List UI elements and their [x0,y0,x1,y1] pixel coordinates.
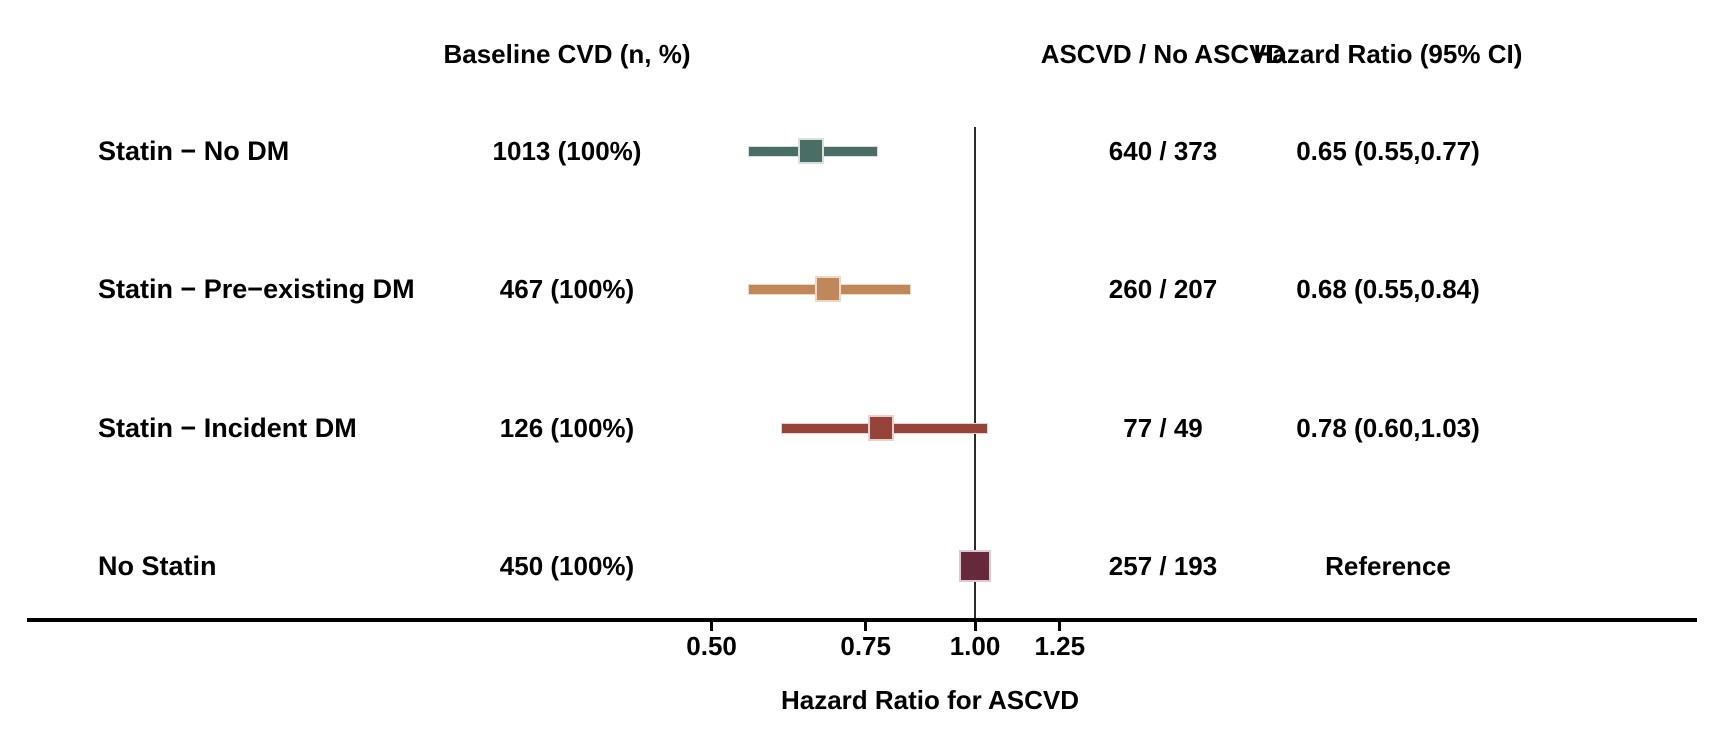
reference-line-hr-1 [974,127,976,618]
baseline-cvd-value: 467 (100%) [499,274,635,304]
x-axis-tick-label: 0.50 [686,631,737,661]
hr-point-marker [867,415,894,441]
hr-point-marker [959,550,991,582]
hazard-ratio-value: 0.65 (0.55,0.77) [1296,136,1480,166]
row-label: Statin − Pre−existing DM [98,274,415,304]
x-axis-tick-label: 1.00 [949,631,1001,661]
column-header-baseline-cvd: Baseline CVD (n, %) [443,39,691,69]
ascvd-counts-value: 77 / 49 [1123,413,1203,443]
baseline-cvd-value: 450 (100%) [499,551,635,581]
baseline-cvd-value: 1013 (100%) [492,136,642,166]
x-axis-tick [864,622,868,631]
row-label: No Statin [98,551,217,581]
baseline-cvd-value: 126 (100%) [499,413,635,443]
row-label: Statin − No DM [98,136,290,166]
row-label: Statin − Incident DM [98,413,357,443]
x-axis-tick-label: 0.75 [840,631,891,661]
ascvd-counts-value: 260 / 207 [1108,274,1218,304]
x-axis-tick [710,622,714,631]
x-axis-tick [1058,622,1062,631]
hr-point-marker [798,138,825,164]
ascvd-counts-value: 640 / 373 [1108,136,1218,166]
column-header-ascvd-counts: ASCVD / No ASCVD [1040,39,1286,69]
hazard-ratio-value: 0.68 (0.55,0.84) [1296,274,1480,304]
ascvd-counts-value: 257 / 193 [1108,551,1218,581]
x-axis-title: Hazard Ratio for ASCVD [780,685,1080,715]
hazard-ratio-value: Reference [1325,551,1451,581]
x-axis-line [27,618,1697,622]
column-header-hazard-ratio: Hazard Ratio (95% CI) [1253,39,1523,69]
hazard-ratio-value: 0.78 (0.60,1.03) [1296,413,1480,443]
x-axis-tick-label: 1.25 [1034,631,1086,661]
x-axis-tick [973,622,977,631]
hr-point-marker [815,276,842,302]
